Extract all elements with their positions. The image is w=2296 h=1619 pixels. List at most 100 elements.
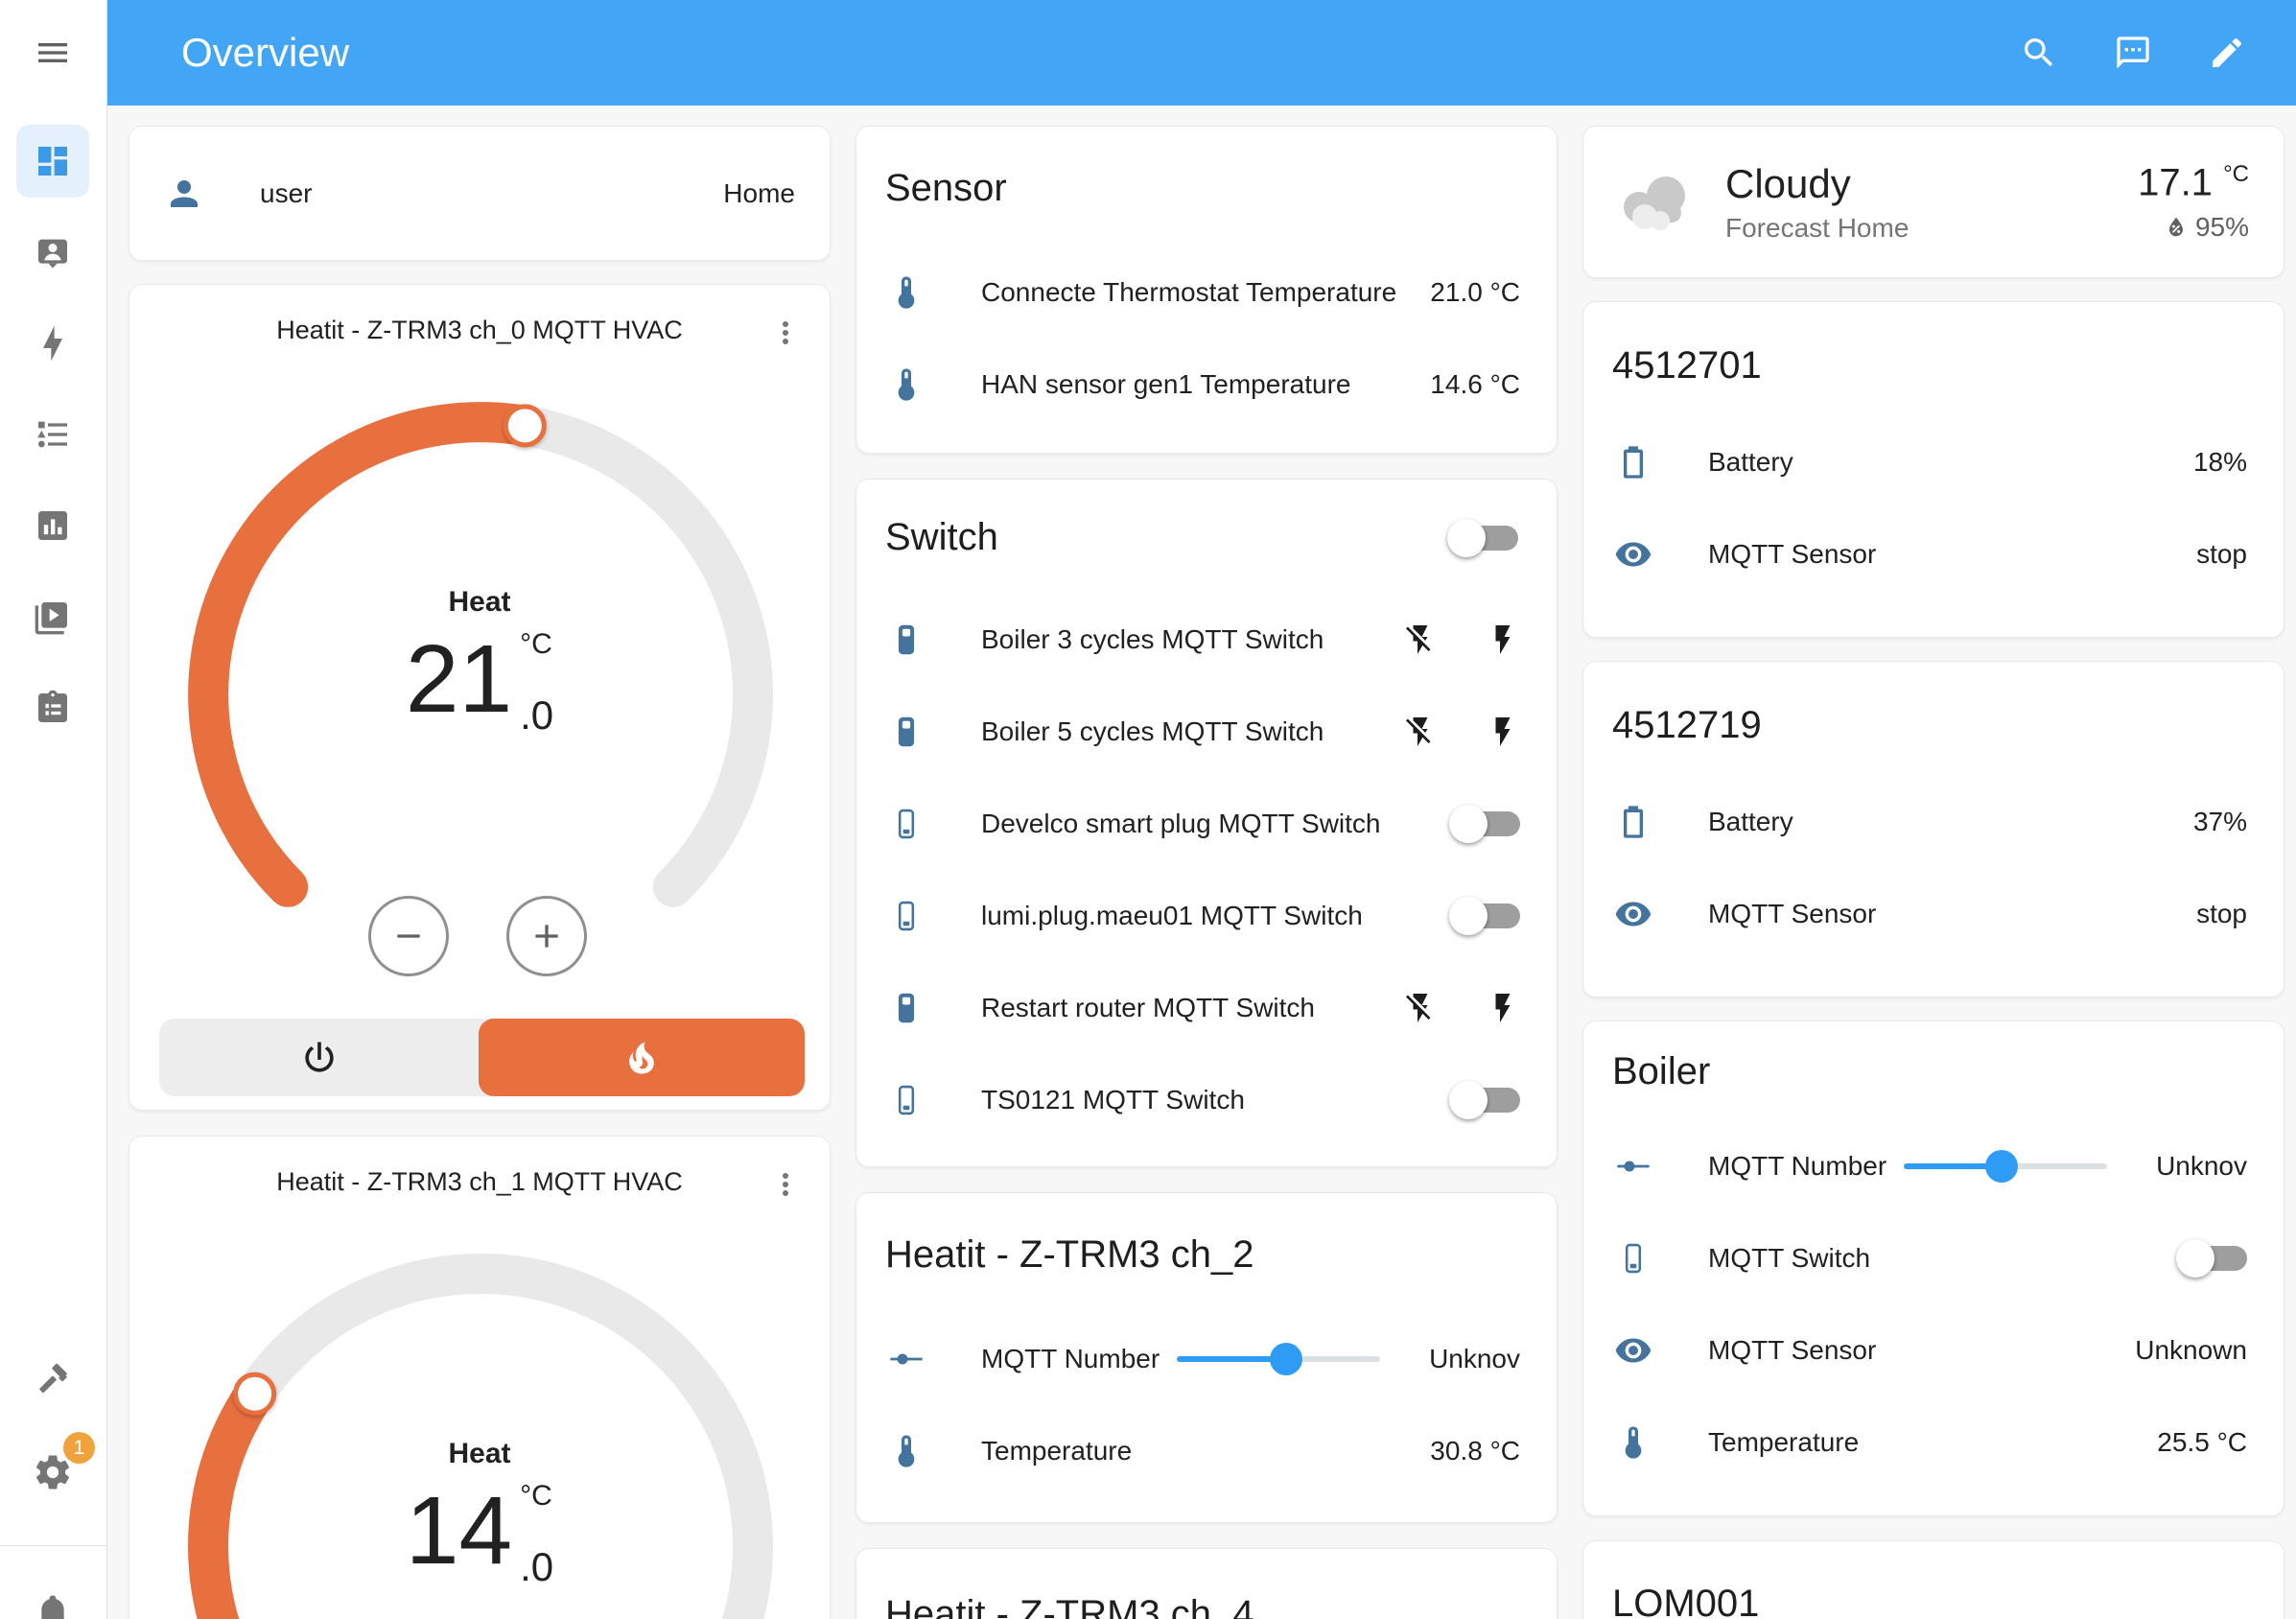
temp-fraction: .0 (520, 692, 554, 738)
sidebar: 1 (0, 0, 107, 1619)
sidebar-item-todo[interactable] (16, 671, 89, 744)
weather-humidity: 95% (2138, 212, 2249, 243)
weather-temp-unit: °C (2223, 160, 2249, 187)
sidebar-item-history[interactable] (16, 489, 89, 562)
sidebar-item-media[interactable] (16, 580, 89, 653)
flash-off-icon[interactable] (1403, 622, 1438, 657)
entity-row[interactable]: MQTT Sensor stop (1583, 508, 2284, 600)
sidebar-item-logbook[interactable] (16, 398, 89, 471)
search-icon[interactable] (2020, 34, 2058, 72)
entity-row[interactable]: Boiler 3 cycles MQTT Switch (856, 594, 1557, 686)
entity-toggle[interactable] (2176, 1239, 2247, 1278)
edit-icon[interactable] (2208, 34, 2246, 72)
mode-heat-button[interactable] (479, 1019, 805, 1096)
app-header: Overview (107, 0, 2296, 106)
sidebar-item-notifications[interactable] (16, 1579, 89, 1619)
heatit-ch2-card: Heatit - Z-TRM3 ch_2 MQTT Number Unknov … (855, 1192, 1558, 1523)
entity-name: MQTT Number (981, 1344, 1160, 1373)
flash-icon[interactable] (1486, 715, 1520, 749)
person-card[interactable]: user Home (129, 126, 831, 261)
entity-name: MQTT Switch (1708, 1243, 1871, 1273)
entity-state: 30.8 °C (1430, 1436, 1520, 1466)
thermostat-dial[interactable] (181, 1247, 780, 1619)
eye-icon (1615, 902, 1652, 927)
battery-icon (1624, 446, 1643, 479)
entity-name: Temperature (1708, 1427, 1860, 1457)
entity-row[interactable]: Develco smart plug MQTT Switch (856, 778, 1557, 870)
flash-icon[interactable] (1486, 991, 1520, 1025)
toggle-switch-on-icon (898, 624, 915, 655)
entity-name: Temperature (981, 1436, 1133, 1466)
dial-handle (233, 1372, 277, 1416)
sidebar-item-settings[interactable]: 1 (16, 1432, 95, 1509)
slider-handle (1270, 1343, 1303, 1375)
card-title: 4512719 (1612, 704, 1762, 746)
settings-gear-icon (35, 1455, 70, 1490)
entity-row[interactable]: MQTT Sensor Unknown (1583, 1304, 2284, 1396)
entity-row[interactable]: MQTT Number Unknov (1583, 1120, 2284, 1212)
thermostat-dial[interactable] (181, 395, 780, 994)
sidebar-nav (16, 125, 89, 744)
entity-name: Develco smart plug MQTT Switch (981, 809, 1381, 838)
sidebar-item-dashboard[interactable] (16, 125, 89, 198)
entity-name: MQTT Number (1708, 1151, 1887, 1181)
entity-state: Unknov (1429, 1344, 1520, 1373)
flash-icon[interactable] (1486, 622, 1520, 657)
toggle-switch-off-icon (1625, 1243, 1642, 1274)
card-title: Heatit - Z-TRM3 ch_2 (885, 1233, 1254, 1276)
entity-row[interactable]: MQTT Switch (1583, 1212, 2284, 1304)
entity-row[interactable]: Battery 37% (1583, 776, 2284, 868)
entity-state: Unknov (2156, 1151, 2247, 1181)
number-slider[interactable] (1904, 1150, 2107, 1183)
dots-vertical-icon (783, 1173, 788, 1196)
header-actions (2020, 34, 2296, 72)
eye-icon (1615, 542, 1652, 567)
entity-row[interactable]: Restart router MQTT Switch (856, 962, 1557, 1054)
entity-row[interactable]: Temperature 25.5 °C (1583, 1396, 2284, 1489)
target-temperature: 21 °C .0 (129, 622, 830, 736)
flash-off-icon[interactable] (1403, 715, 1438, 749)
temp-decrease-button[interactable] (368, 896, 449, 976)
entity-toggle[interactable] (1449, 897, 1520, 935)
switch-group-toggle[interactable] (1447, 518, 1518, 557)
entity-row[interactable]: lumi.plug.maeu01 MQTT Switch (856, 870, 1557, 962)
weather-card[interactable]: Cloudy Forecast Home 17.1 °C 95% (1582, 126, 2284, 278)
temp-increase-button[interactable] (506, 896, 587, 976)
sidebar-item-profile[interactable] (16, 216, 89, 289)
dial-handle (503, 404, 547, 448)
column-2: Sensor Connecte Thermostat Temperature 2… (855, 126, 1558, 1619)
entity-row[interactable]: HAN sensor gen1 Temperature 14.6 °C (856, 339, 1557, 431)
sidebar-item-energy[interactable] (16, 307, 89, 380)
entity-name: Boiler 3 cycles MQTT Switch (981, 624, 1324, 654)
toggle-switch-off-icon (898, 901, 915, 931)
temp-integer: 21 (405, 625, 513, 733)
card-menu-button[interactable] (764, 312, 807, 354)
entity-row[interactable]: Temperature 30.8 °C (856, 1405, 1557, 1497)
entity-row[interactable]: Connecte Thermostat Temperature 21.0 °C (856, 246, 1557, 339)
dots-vertical-icon (783, 321, 788, 344)
entity-row[interactable]: TS0121 MQTT Switch (856, 1054, 1557, 1146)
entity-row[interactable]: MQTT Sensor stop (1583, 868, 2284, 960)
entity-row[interactable]: Boiler 5 cycles MQTT Switch (856, 686, 1557, 778)
lightning-bolt-icon (43, 325, 62, 362)
card-title: Boiler (1612, 1050, 1711, 1092)
entity-row[interactable]: Battery 18% (1583, 416, 2284, 508)
temp-unit: °C (520, 1480, 552, 1512)
sidebar-item-devtools[interactable] (16, 1345, 89, 1418)
hvac-mode-label: Heat (448, 1438, 511, 1469)
flash-off-icon[interactable] (1403, 991, 1438, 1025)
mode-off-button[interactable] (159, 1019, 479, 1096)
settings-badge: 1 (63, 1432, 95, 1464)
bell-icon (41, 1595, 64, 1619)
view-dashboard-icon (38, 147, 67, 176)
chart-box-icon (38, 511, 67, 540)
hvac-mode-label: Heat (448, 586, 511, 618)
entity-state: 37% (2192, 807, 2247, 836)
entity-toggle[interactable] (1449, 805, 1520, 843)
number-slider[interactable] (1177, 1343, 1380, 1375)
entity-row[interactable]: MQTT Number Unknov (856, 1313, 1557, 1405)
card-menu-button[interactable] (764, 1163, 807, 1206)
chat-icon[interactable] (2114, 34, 2152, 72)
menu-button[interactable] (16, 16, 89, 89)
entity-toggle[interactable] (1449, 1081, 1520, 1119)
